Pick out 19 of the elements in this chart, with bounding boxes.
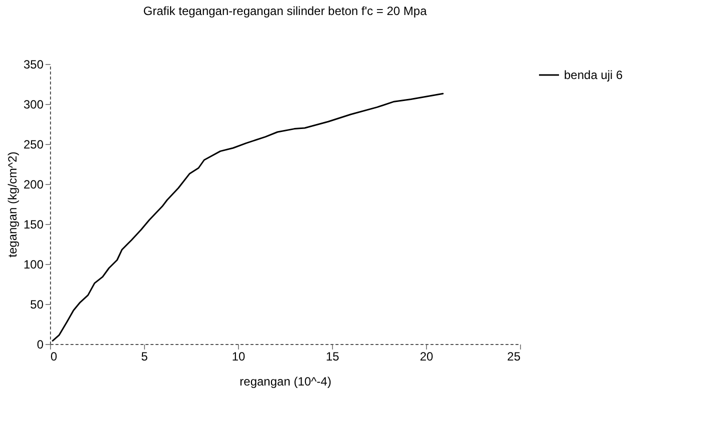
x-tick-label: 5 [141,350,148,364]
x-tick-label: 25 [507,350,521,364]
y-tick-label: 150 [23,218,44,232]
y-tick-label: 300 [23,98,44,112]
x-tick-label: 15 [326,350,340,364]
y-tick-label: 100 [23,258,44,272]
legend-label: benda uji 6 [564,68,624,82]
x-axis-title: regangan (10^-4) [240,374,332,388]
x-tick-label: 20 [420,350,434,364]
y-tick-label: 50 [30,298,44,312]
y-axis-title: tegangan (kg/cm^2) [5,152,20,258]
chart-title: Grafik tegangan-regangan silinder beton f'c = 20 Mpa [143,4,428,18]
line-series [52,92,444,342]
x-tick-label: 10 [232,350,246,364]
y-tick-label: 250 [23,138,44,152]
y-tick-label: 0 [36,338,44,352]
x-tick-label: 0 [50,350,58,364]
y-tick-label: 200 [23,178,44,192]
y-tick-label: 350 [23,58,44,72]
